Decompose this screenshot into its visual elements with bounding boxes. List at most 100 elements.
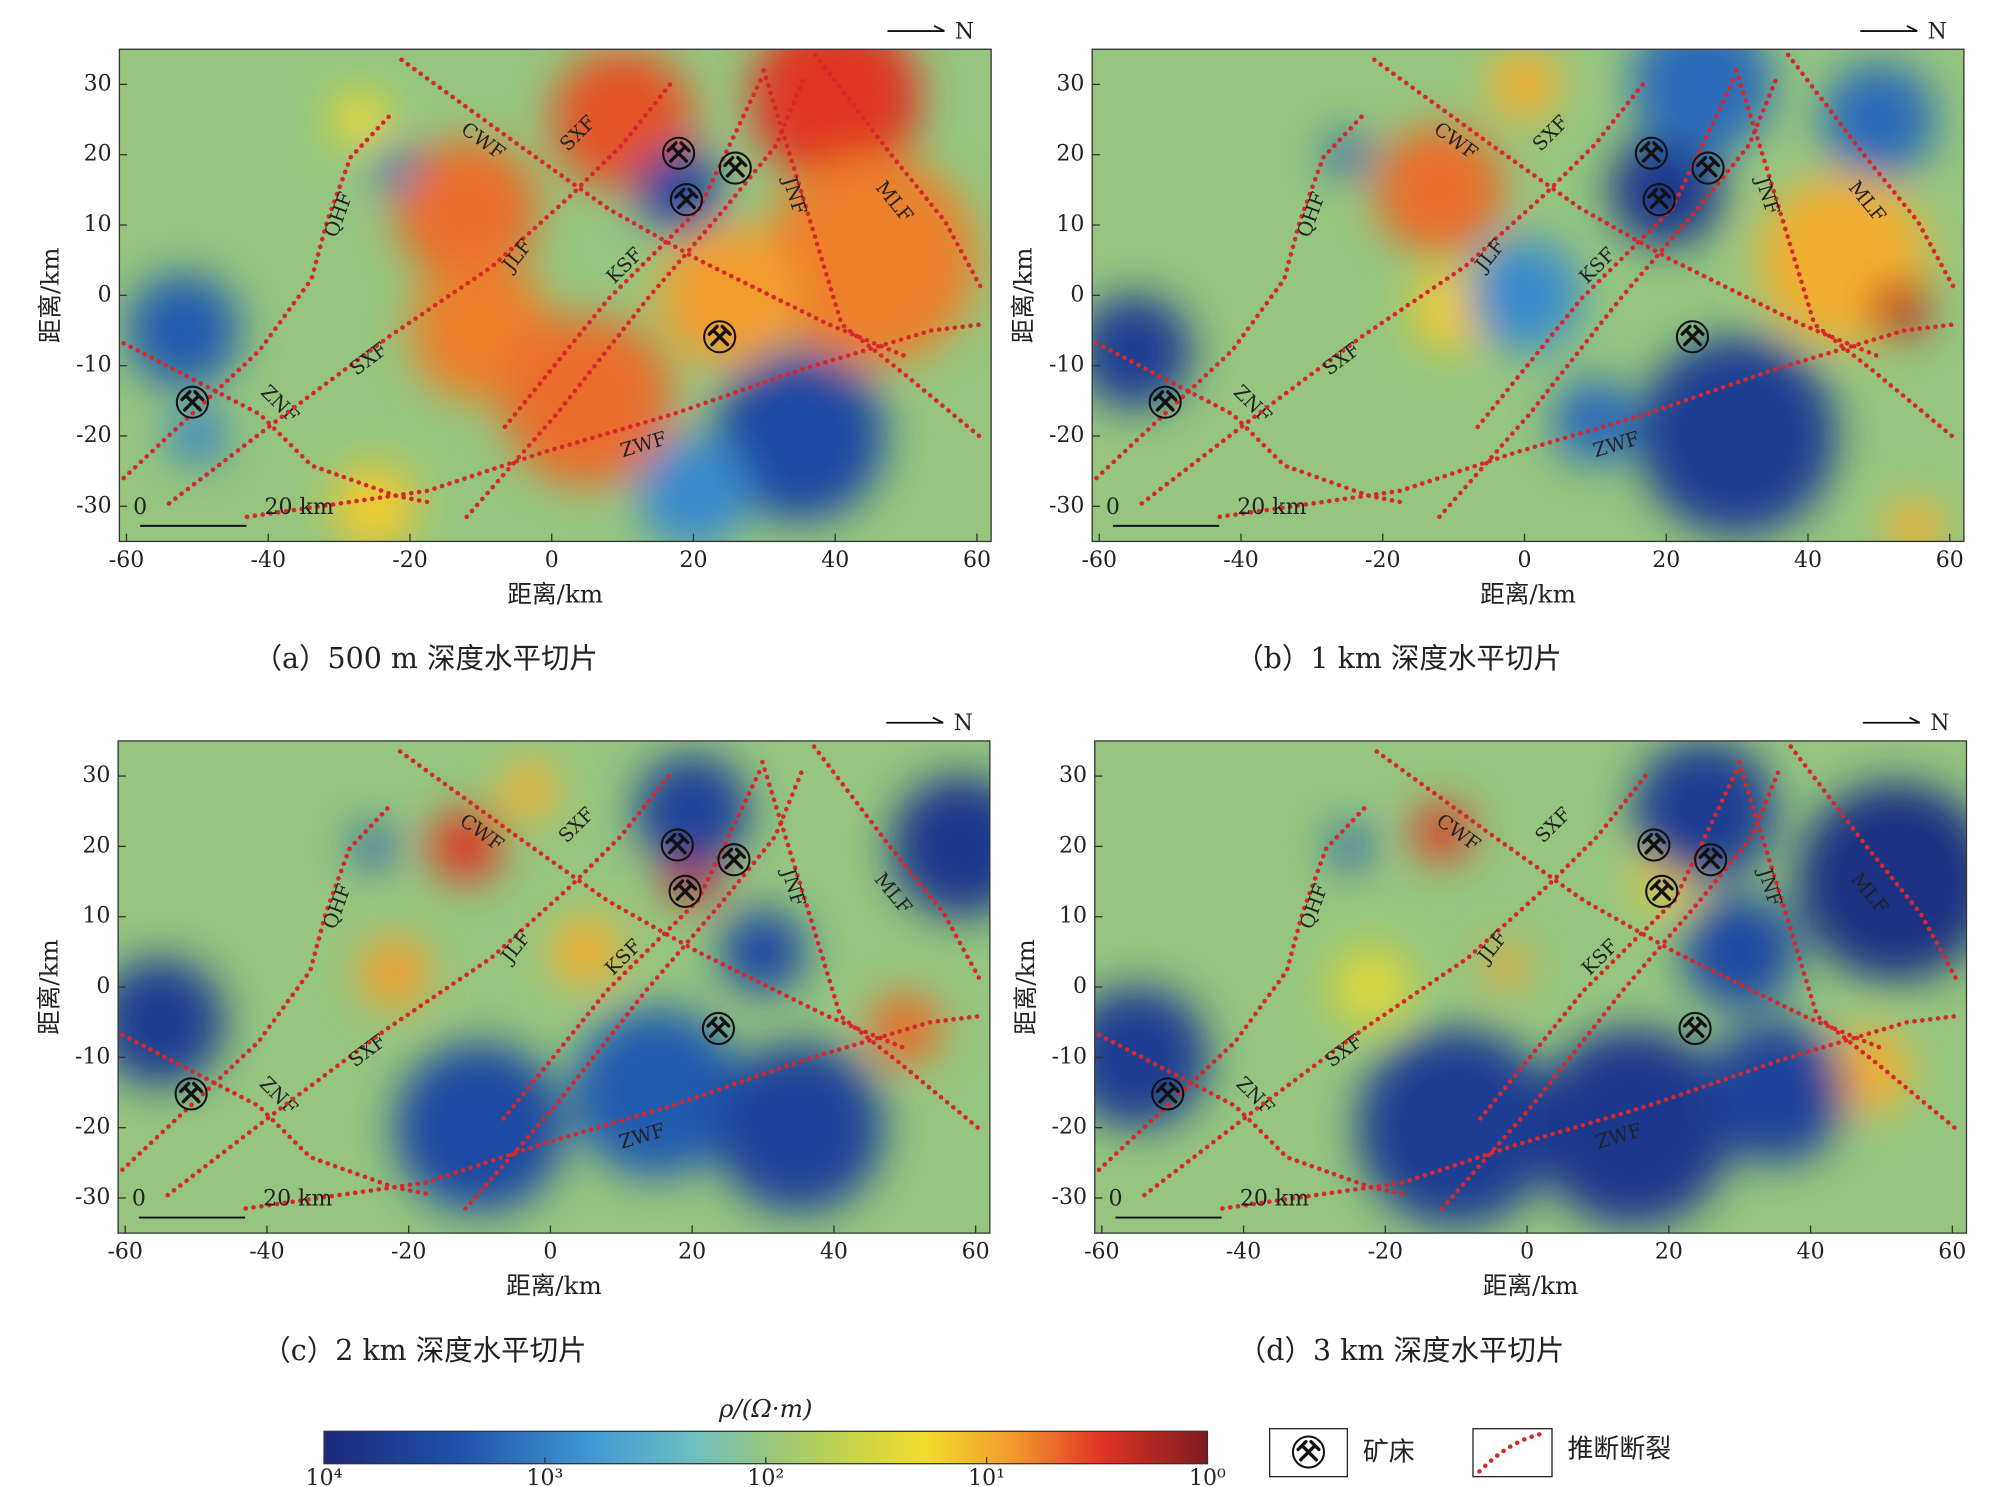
anomalies xyxy=(118,754,990,1213)
fault-line xyxy=(166,78,676,506)
anomaly xyxy=(332,91,389,148)
y-tick-label: 30 xyxy=(82,763,110,788)
x-tick-label: 40 xyxy=(820,1240,848,1265)
mine-ring xyxy=(1675,320,1710,354)
x-tick-label: -20 xyxy=(1368,1240,1403,1265)
mine-ring xyxy=(1642,183,1676,217)
fault-line xyxy=(243,1013,985,1211)
fault-line xyxy=(502,71,766,430)
mine-ring xyxy=(1634,136,1668,170)
x-tick-label: -20 xyxy=(1365,548,1400,573)
anomaly xyxy=(126,273,240,388)
colorbar-tick-label: 10⁴ xyxy=(306,1466,343,1487)
fault-line xyxy=(1217,321,1959,520)
anomaly xyxy=(1534,1028,1733,1227)
mine-hammers xyxy=(1639,141,1664,163)
mine-ring xyxy=(1291,1435,1326,1469)
anomaly xyxy=(1637,336,1837,536)
y-tick-label: 10 xyxy=(1059,904,1087,929)
scale-label: 20 km xyxy=(264,495,333,520)
fault-line xyxy=(1094,114,1364,481)
mine-ring xyxy=(1151,1077,1185,1111)
fault-line xyxy=(121,340,434,506)
anomaly xyxy=(332,463,418,542)
x-tick-label: 20 xyxy=(678,1240,706,1265)
mine-hammers xyxy=(1155,1081,1180,1104)
anomaly xyxy=(1796,782,1967,981)
fault-line xyxy=(1139,78,1648,506)
mine-hammers xyxy=(1683,1016,1708,1038)
x-axis-label: 距离/km xyxy=(1480,579,1576,608)
fault-line xyxy=(501,763,765,1121)
mine xyxy=(1678,1011,1712,1046)
mine-hammers xyxy=(1153,390,1178,412)
anomaly xyxy=(1328,944,1414,1030)
anomaly xyxy=(550,916,622,988)
y-tick-label: -10 xyxy=(76,353,111,378)
legend-label: 矿床 xyxy=(1363,1437,1415,1467)
x-tick-label: -20 xyxy=(392,548,427,573)
mine-ring xyxy=(662,136,696,170)
scale-label: 20 km xyxy=(1240,1186,1309,1211)
y-tick-label: 0 xyxy=(1070,282,1084,307)
fault-line xyxy=(761,68,986,442)
mine xyxy=(1645,874,1679,908)
y-axis-label: 距离/km xyxy=(34,939,63,1035)
mine xyxy=(174,1077,208,1111)
anomaly xyxy=(720,909,806,995)
anomaly xyxy=(571,1007,742,1178)
fault-line xyxy=(463,770,804,1211)
y-tick-label: 30 xyxy=(1059,763,1087,788)
mine-ring xyxy=(669,183,703,217)
mine-hammers xyxy=(665,832,690,855)
mine xyxy=(1694,843,1728,877)
anomaly xyxy=(351,825,395,868)
north-label: N xyxy=(1928,19,1947,44)
y-tick-label: 0 xyxy=(1073,974,1087,999)
y-axis-label: 距离/km xyxy=(1011,939,1040,1035)
mine-ring xyxy=(1691,151,1725,185)
anomaly xyxy=(1704,1021,1847,1164)
x-tick-label: 0 xyxy=(1520,1240,1534,1265)
y-tick-label: 30 xyxy=(84,71,112,96)
mine-hammers xyxy=(666,141,691,163)
anomaly xyxy=(869,993,941,1065)
mine xyxy=(1642,183,1676,217)
mine xyxy=(662,136,696,170)
mine xyxy=(1637,828,1671,862)
fault-line xyxy=(399,57,909,359)
mine xyxy=(1675,320,1710,354)
anomaly xyxy=(764,153,977,367)
y-tick-label: 0 xyxy=(96,974,110,999)
legend-fault xyxy=(1477,1430,1550,1474)
x-tick-label: 0 xyxy=(545,548,559,573)
mine-hammers xyxy=(1647,187,1672,210)
y-tick-label: -10 xyxy=(75,1044,110,1069)
anomaly xyxy=(1824,1028,1910,1114)
anomalies xyxy=(1094,740,1967,1227)
x-axis-label: 距离/km xyxy=(507,579,603,608)
anomaly xyxy=(1092,294,1192,409)
y-tick-label: -30 xyxy=(1052,1185,1087,1210)
y-tick-label: -20 xyxy=(75,1115,110,1140)
mine xyxy=(717,843,751,877)
fault-line xyxy=(244,321,986,520)
y-tick-label: 0 xyxy=(98,282,112,307)
y-tick-label: 20 xyxy=(84,142,112,167)
mine xyxy=(1634,136,1668,170)
x-tick-label: -20 xyxy=(391,1240,426,1265)
mine-hammers xyxy=(673,879,698,901)
mine-hammers xyxy=(1680,324,1705,347)
mine-ring xyxy=(718,151,752,185)
fault-line xyxy=(1437,78,1778,520)
x-axis-label: 距离/km xyxy=(506,1271,602,1300)
mine-hammers xyxy=(723,156,748,178)
x-tick-label: -40 xyxy=(1226,1240,1261,1265)
x-tick-label: 40 xyxy=(1794,548,1822,573)
anomalies xyxy=(126,49,977,542)
x-tick-label: 40 xyxy=(1797,1240,1825,1265)
mine-hammers xyxy=(706,1016,731,1038)
mine xyxy=(1151,1077,1185,1111)
caption: （b）1 km 深度水平切片 xyxy=(1235,642,1562,675)
